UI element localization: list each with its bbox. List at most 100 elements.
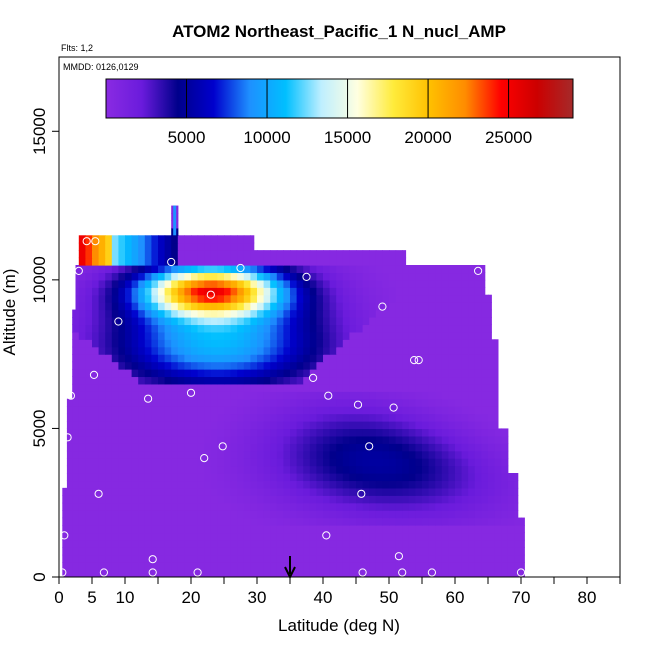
heatmap-cell <box>435 532 443 541</box>
heatmap-cell <box>468 517 476 526</box>
heatmap-cell <box>402 324 410 333</box>
heatmap-cell <box>270 398 278 407</box>
heatmap-cell <box>329 339 337 348</box>
heatmap-cell <box>197 242 205 251</box>
heatmap-cell <box>257 435 265 444</box>
heatmap-cell <box>125 539 133 548</box>
heatmap-cell <box>151 235 159 244</box>
heatmap-cell <box>184 294 192 303</box>
heatmap-cell <box>118 294 126 303</box>
heatmap-cell <box>131 450 139 459</box>
heatmap-cell <box>402 317 410 326</box>
heatmap-cell <box>250 354 258 363</box>
heatmap-cell <box>217 428 225 437</box>
heatmap-cell <box>455 443 463 452</box>
heatmap-cell <box>395 450 403 459</box>
heatmap-cell <box>250 554 258 563</box>
heatmap-cell <box>316 510 324 519</box>
heatmap-cell <box>329 413 337 422</box>
heatmap-cell <box>217 554 225 563</box>
heatmap-cell <box>78 413 86 422</box>
heatmap-cell <box>468 554 476 563</box>
heatmap-cell <box>72 495 80 504</box>
heatmap-cell <box>72 525 80 534</box>
heatmap-cell <box>342 532 350 541</box>
heatmap-cell <box>342 398 350 407</box>
heatmap-cell <box>369 421 377 430</box>
sample-point <box>193 568 202 577</box>
heatmap-cell <box>375 428 383 437</box>
heatmap-cell <box>362 510 370 519</box>
heatmap-cell <box>263 487 271 496</box>
heatmap-cell <box>382 406 390 415</box>
heatmap-cell <box>415 532 423 541</box>
heatmap-cell <box>290 361 298 370</box>
heatmap-cell <box>448 413 456 422</box>
x-tick-label: 50 <box>380 588 399 607</box>
heatmap-cell <box>494 569 502 577</box>
heatmap-cell <box>336 331 344 340</box>
heatmap-cell <box>144 376 152 385</box>
heatmap-cell <box>461 569 469 577</box>
heatmap-cell <box>303 539 311 548</box>
heatmap-cell <box>461 539 469 548</box>
heatmap-cell <box>224 324 232 333</box>
heatmap-cell <box>224 398 232 407</box>
heatmap-cell <box>375 510 383 519</box>
heatmap-cell <box>105 265 113 274</box>
heatmap-cell <box>85 302 93 311</box>
heatmap-cell <box>131 413 139 422</box>
heatmap-cell <box>230 294 238 303</box>
heatmap-cell <box>270 406 278 415</box>
heatmap-cell <box>428 331 436 340</box>
heatmap-cell <box>422 495 430 504</box>
heatmap-cell <box>283 458 291 467</box>
heatmap-cell <box>98 517 106 526</box>
heatmap-cell <box>250 361 258 370</box>
heatmap-cell <box>217 517 225 526</box>
heatmap-cell <box>395 443 403 452</box>
heatmap-cell <box>164 458 172 467</box>
heatmap-cell <box>177 517 185 526</box>
heatmap-cell <box>521 517 525 526</box>
heatmap-cell <box>197 257 205 266</box>
heatmap-cell <box>362 287 370 296</box>
heatmap-cell <box>257 569 265 577</box>
heatmap-cell <box>309 398 317 407</box>
sample-point <box>167 257 176 267</box>
heatmap-cell <box>428 435 436 444</box>
heatmap-cell <box>92 331 100 340</box>
heatmap-cell <box>428 361 436 370</box>
heatmap-cell <box>250 331 258 340</box>
heatmap-cell <box>131 354 139 363</box>
heatmap-cell <box>250 294 258 303</box>
heatmap-cell <box>250 279 258 288</box>
heatmap-cell <box>164 324 172 333</box>
heatmap-cell <box>395 391 403 400</box>
heatmap-cell <box>105 547 113 556</box>
heatmap-cell <box>501 435 509 444</box>
heatmap-cell <box>408 272 416 281</box>
heatmap-cell <box>131 242 139 251</box>
heatmap-cell <box>303 383 311 392</box>
heatmap-cell <box>349 406 357 415</box>
heatmap-cell <box>197 443 205 452</box>
heatmap-cell <box>441 547 449 556</box>
heatmap-cell <box>514 547 522 556</box>
heatmap-cell <box>85 421 93 430</box>
heatmap-cell <box>111 480 119 489</box>
heatmap-cell <box>98 450 106 459</box>
heatmap-cell <box>250 532 258 541</box>
heatmap-cell <box>131 346 139 355</box>
heatmap-cell <box>78 510 86 519</box>
heatmap-cell <box>62 539 67 548</box>
heatmap-cell <box>144 287 152 296</box>
heatmap-cell <box>389 465 397 474</box>
heatmap-cell <box>468 294 476 303</box>
heatmap-cell <box>250 450 258 459</box>
heatmap-cell <box>270 272 278 281</box>
heatmap-cell <box>408 369 416 378</box>
heatmap-cell <box>362 539 370 548</box>
heatmap-cell <box>316 443 324 452</box>
heatmap-cell <box>356 339 364 348</box>
